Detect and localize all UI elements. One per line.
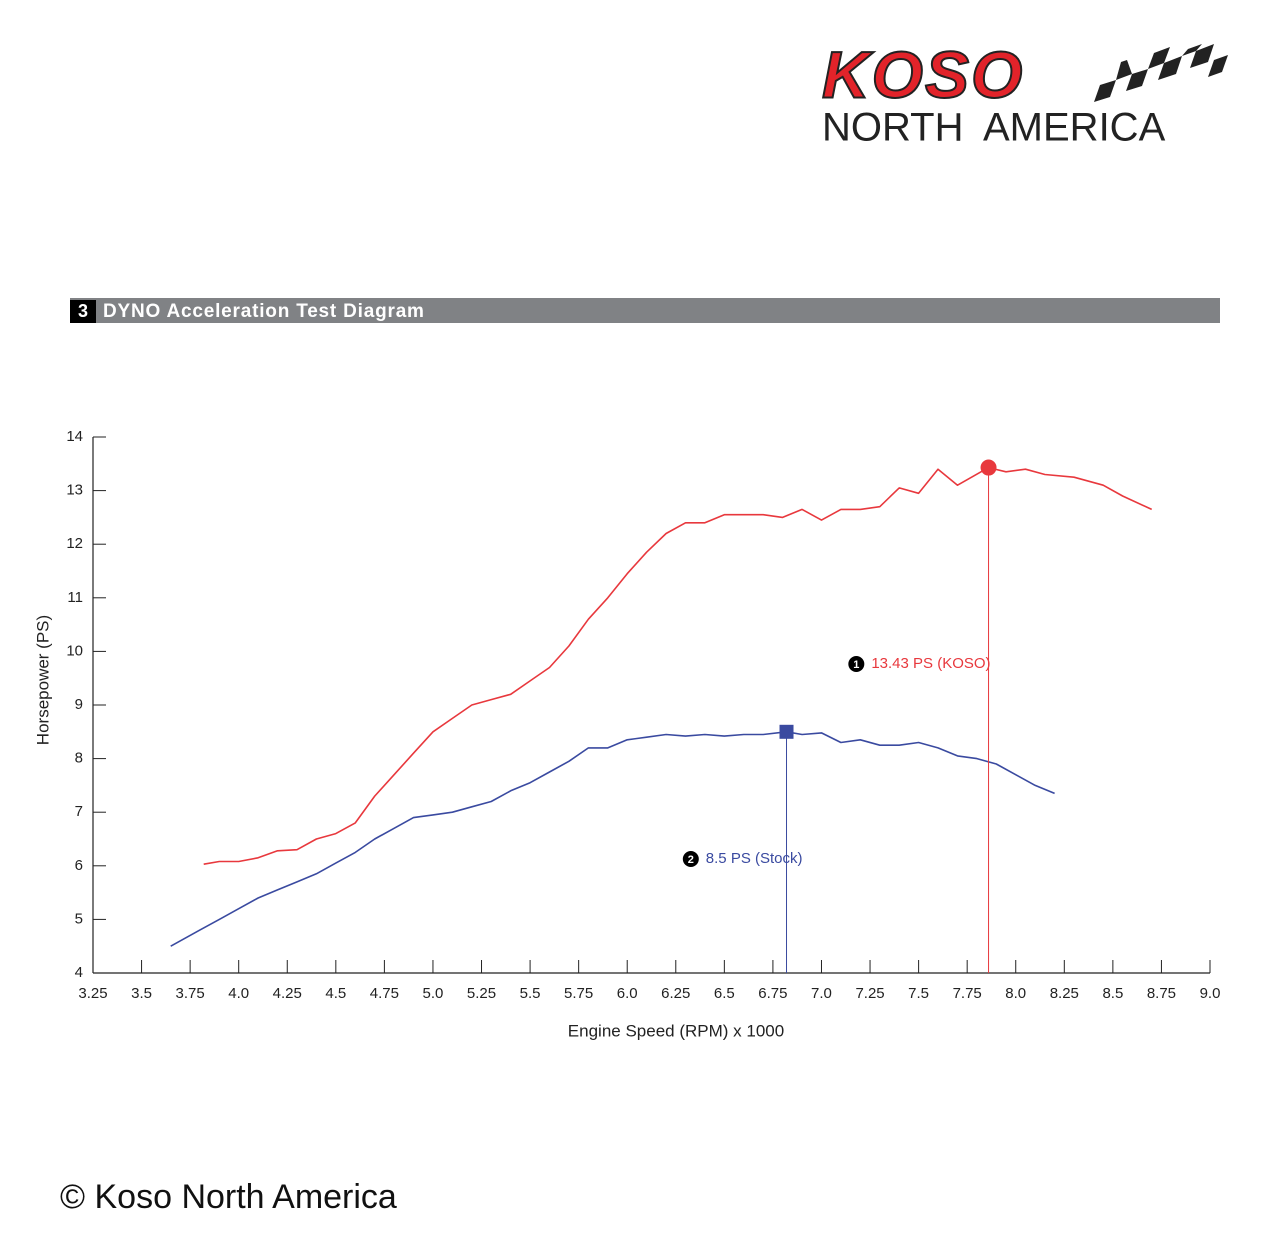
brand: KOSO (822, 37, 1024, 111)
y-tick-label: 8 (75, 750, 83, 767)
x-axis-label: Engine Speed (RPM) x 1000 (568, 1021, 784, 1040)
series-line (203, 466, 1153, 865)
y-axis-label: Horsepower (PS) (33, 615, 52, 745)
x-tick-label: 3.5 (131, 985, 152, 1002)
section-title: DYNO Acceleration Test Diagram (103, 301, 425, 322)
flag (1094, 44, 1228, 102)
x-tick-label: 7.0 (811, 985, 832, 1002)
x-tick-label: 7.5 (908, 985, 929, 1002)
y-tick-label: 4 (75, 964, 83, 981)
y-tick-label: 14 (66, 428, 83, 445)
y-tick-label: 13 (66, 482, 83, 499)
section-badge (70, 300, 96, 323)
x-tick-label: 6.25 (661, 985, 690, 1002)
y-tick-label: 10 (66, 642, 83, 659)
brand-sub: NORTH (822, 106, 963, 150)
section-bar (70, 298, 1220, 323)
x-tick-label: 6.75 (758, 985, 787, 1002)
peak-marker (980, 459, 997, 476)
x-tick-label: 6.5 (714, 985, 735, 1002)
annotation-number: 2 (688, 854, 694, 866)
x-tick-label: 4.0 (228, 985, 249, 1002)
x-tick-label: 4.75 (370, 985, 399, 1002)
y-tick-label: 9 (75, 696, 83, 713)
annotation-text: 8.5 PS (Stock) (706, 850, 803, 867)
series-line (170, 731, 1055, 947)
annotation-text: 13.43 PS (KOSO) (871, 655, 990, 672)
x-tick-label: 3.75 (176, 985, 205, 1002)
copyright: © Koso North America (60, 1178, 397, 1216)
peak-marker (779, 724, 794, 739)
x-tick-label: 8.0 (1005, 985, 1026, 1002)
x-tick-label: 7.75 (953, 985, 982, 1002)
x-tick-label: 8.5 (1102, 985, 1123, 1002)
x-tick-label: 4.25 (273, 985, 302, 1002)
y-tick-label: 7 (75, 803, 83, 820)
brand-sub: AMERICA (983, 106, 1166, 150)
x-tick-label: 5.0 (423, 985, 444, 1002)
y-tick-label: 11 (67, 589, 83, 606)
annotation-badge (848, 656, 865, 672)
y-tick-label: 12 (66, 535, 83, 552)
y-tick-label: 6 (75, 857, 83, 874)
logo: KOSO NORTH AMERICA (821, 36, 1228, 150)
annotation-badge (682, 851, 699, 867)
x-tick-label: 6.0 (617, 985, 638, 1002)
x-tick-label: 5.25 (467, 985, 496, 1002)
x-tick-label: 5.5 (520, 985, 541, 1002)
x-tick-label: 5.75 (564, 985, 593, 1002)
x-tick-label: 7.25 (855, 985, 884, 1002)
annotation-number: 1 (853, 659, 859, 671)
y-tick-label: 5 (75, 910, 83, 927)
x-tick-label: 8.25 (1050, 985, 1079, 1002)
section-number: 3 (78, 301, 88, 321)
x-tick-label: 4.5 (325, 985, 346, 1002)
x-tick-label: 8.75 (1147, 985, 1176, 1002)
x-tick-label: 9.0 (1200, 985, 1221, 1002)
x-tick-label: 3.25 (78, 985, 107, 1002)
